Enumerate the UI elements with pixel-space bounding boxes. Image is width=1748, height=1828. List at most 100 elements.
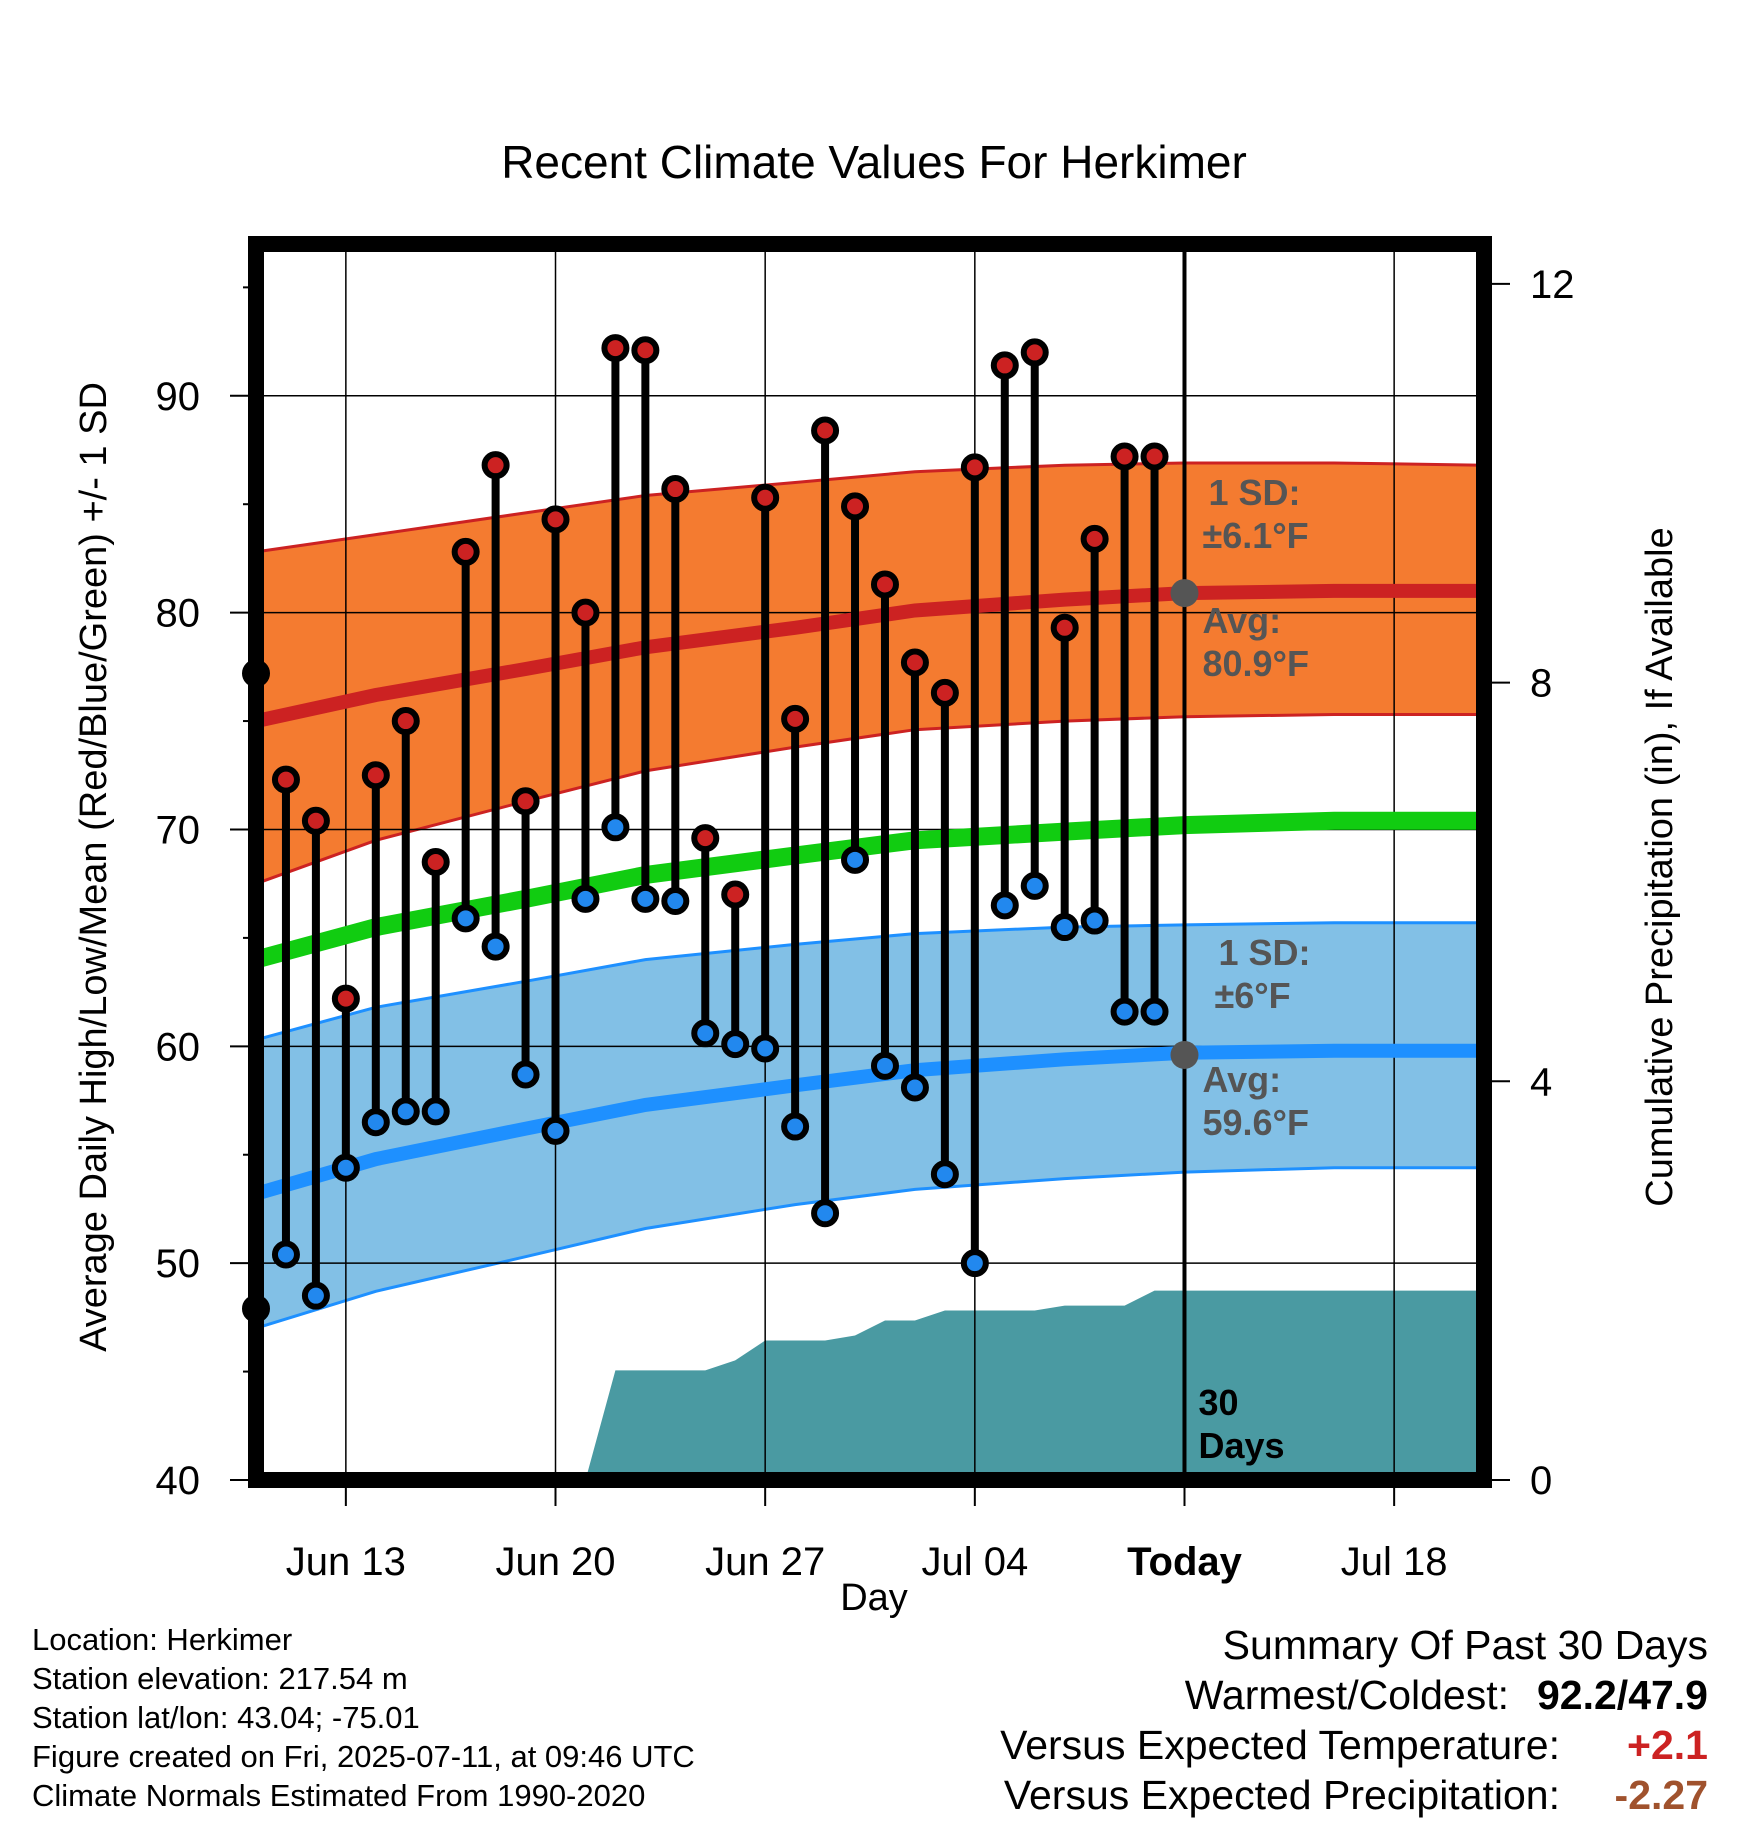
- climate-chart: Recent Climate Values For Herkimer 1 SD:…: [73, 136, 1681, 1619]
- daily-low-point: [331, 1153, 360, 1182]
- daily-low-point: [271, 1240, 300, 1269]
- daily-low-point: [1140, 997, 1169, 1026]
- daily-low-point: [601, 813, 630, 842]
- daily-high-point: [661, 475, 690, 504]
- daily-high-point: [1020, 338, 1049, 367]
- daily-low-point: [960, 1249, 989, 1278]
- warmest-row: Warmest/Coldest: 92.2/47.9: [1000, 1670, 1708, 1720]
- precip-label: Versus Expected Precipitation:: [1003, 1772, 1560, 1818]
- daily-low-point: [451, 904, 480, 933]
- daily-low-point: [541, 1116, 570, 1145]
- plot-frame: [248, 236, 1492, 1488]
- daily-high-point: [900, 648, 929, 677]
- daily-high-point: [870, 570, 899, 599]
- daily-high-point: [331, 984, 360, 1013]
- daily-low-point: [391, 1097, 420, 1126]
- daily-low-point: [1080, 906, 1109, 935]
- chart-title: Recent Climate Values For Herkimer: [501, 136, 1247, 188]
- elevation-text: Station elevation: 217.54 m: [32, 1661, 408, 1696]
- precip-value: -2.27: [1614, 1772, 1708, 1818]
- daily-high-point: [631, 336, 660, 365]
- daily-high-point: [691, 824, 720, 853]
- daily-low-point: [781, 1112, 810, 1141]
- daily-low-point: [631, 884, 660, 913]
- daily-high-point: [811, 416, 840, 445]
- low-sd-band: [256, 922, 1484, 1329]
- daily-low-point: [1110, 997, 1139, 1026]
- daily-high-point: [1050, 613, 1079, 642]
- precip-label-line2: Days: [1198, 1425, 1284, 1466]
- location-text: Location: Herkimer: [32, 1622, 293, 1657]
- high-sd-value: ±6.1°F: [1202, 515, 1308, 556]
- low-avg-label: Avg:: [1202, 1059, 1281, 1100]
- daily-low-point: [511, 1060, 540, 1089]
- daily-low-point: [691, 1019, 720, 1048]
- daily-low-point: [361, 1108, 390, 1137]
- daily-low-point: [1050, 913, 1079, 942]
- y2-tick-label: 0: [1530, 1459, 1552, 1503]
- x-tick-label: Jun 27: [705, 1540, 825, 1584]
- y2-tick-label: 12: [1530, 263, 1575, 307]
- daily-low-point: [990, 891, 1019, 920]
- daily-low-point: [930, 1160, 959, 1189]
- daily-high-point: [990, 351, 1019, 380]
- daily-high-point: [541, 505, 570, 534]
- daily-low-point: [870, 1051, 899, 1080]
- daily-high-point: [481, 451, 510, 480]
- x-tick-label: Jul 18: [1341, 1540, 1448, 1584]
- daily-low-point: [571, 884, 600, 913]
- low-sd-upper-line: [255, 921, 1484, 1042]
- daily-high-point: [361, 761, 390, 790]
- daily-high-point: [841, 492, 870, 521]
- daily-low-point: [421, 1097, 450, 1126]
- low-avg-marker: [1170, 1040, 1199, 1069]
- x-tick-label: Jul 04: [921, 1540, 1028, 1584]
- precip-label-line1: 30: [1198, 1382, 1238, 1423]
- station-info: Location: Herkimer Station elevation: 21…: [32, 1620, 695, 1815]
- high-sd-upper-line: [255, 461, 1485, 554]
- x-tick-label: Jun 20: [495, 1540, 615, 1584]
- temp-row: Versus Expected Temperature: +2.1: [1000, 1720, 1708, 1770]
- precipitation-area: [585, 1290, 1484, 1480]
- precip-row: Versus Expected Precipitation: -2.27: [1000, 1770, 1708, 1820]
- normals-text: Climate Normals Estimated From 1990-2020: [32, 1778, 646, 1813]
- daily-high-point: [1140, 442, 1169, 471]
- y-tick-label: 70: [156, 808, 201, 852]
- daily-low-point: [841, 845, 870, 874]
- y-tick-label: 40: [156, 1459, 201, 1503]
- x-tick-label: Jun 13: [286, 1540, 406, 1584]
- daily-high-point: [781, 704, 810, 733]
- low-avg-value: 59.6°F: [1202, 1102, 1308, 1143]
- daily-high-point: [271, 765, 300, 794]
- daily-high-point: [451, 537, 480, 566]
- summary-panel: Summary Of Past 30 Days Warmest/Coldest:…: [1000, 1620, 1708, 1820]
- y-tick-label: 50: [156, 1242, 201, 1286]
- daily-high-point: [751, 483, 780, 512]
- temp-value: +2.1: [1627, 1722, 1708, 1768]
- low-sd-value: ±6°F: [1214, 975, 1290, 1016]
- x-axis-label: Day: [840, 1577, 908, 1619]
- y2-tick-label: 8: [1530, 662, 1552, 706]
- y-axis-label: Average Daily High/Low/Mean (Red/Blue/Gr…: [73, 382, 115, 1352]
- summary-heading: Summary Of Past 30 Days: [1222, 1622, 1708, 1668]
- daily-high-point: [421, 848, 450, 876]
- daily-low-point: [1020, 871, 1049, 900]
- daily-low-point: [661, 887, 690, 916]
- daily-low-point: [481, 932, 510, 961]
- daily-high-point: [1110, 442, 1139, 471]
- daily-high-point: [391, 707, 420, 736]
- x-tick-label: Today: [1127, 1540, 1243, 1584]
- daily-high-point: [721, 880, 750, 909]
- daily-high-point: [930, 678, 959, 707]
- warmest-label: Warmest/Coldest:: [1184, 1672, 1509, 1718]
- daily-low-point: [751, 1034, 780, 1063]
- daily-high-point: [1080, 524, 1109, 553]
- y-tick-label: 60: [156, 1025, 201, 1069]
- daily-low-point: [900, 1073, 929, 1102]
- high-avg-label: Avg:: [1202, 600, 1281, 641]
- y2-axis-label: Cumulative Precipitation (in), If Availa…: [1639, 527, 1681, 1206]
- high-sd-label: 1 SD:: [1208, 472, 1300, 513]
- daily-high-point: [601, 334, 630, 363]
- normal-low-line: [254, 1043, 1484, 1201]
